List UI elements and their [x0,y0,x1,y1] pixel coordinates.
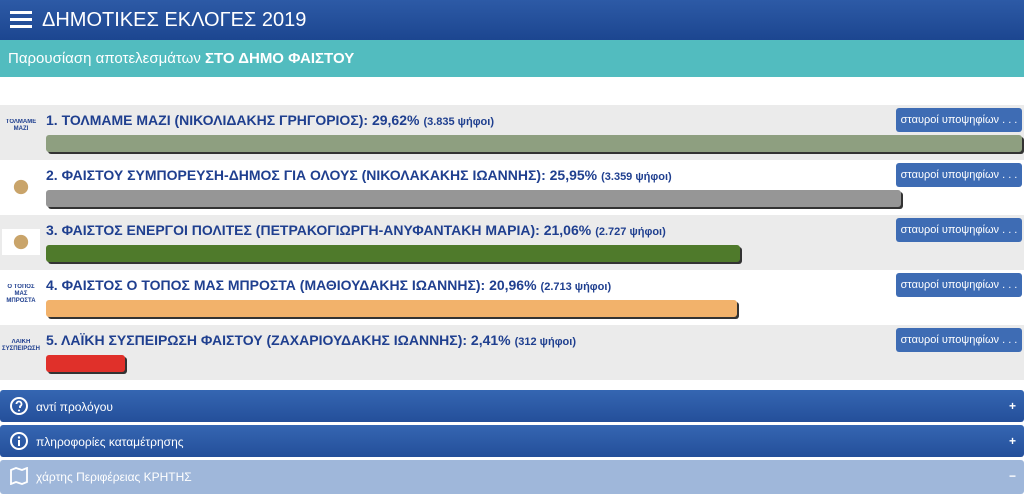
party-bar [46,190,902,207]
party-percent: 25,95% [549,167,598,183]
party-votes: (3.359 ψήφοι) [601,171,672,183]
party-row: ΛΑΪΚΗ ΣΥΣΠΕΙΡΩΣΗ 5. ΛΑΪΚΗ ΣΥΣΠΕΙΡΩΣΗ ΦΑΙΣ… [0,325,1024,380]
party-votes: (2.727 ψήφοι) [595,226,666,238]
party-votes: (2.713 ψήφοι) [540,281,612,293]
header-title: ΔΗΜΟΤΙΚΕΣ ΕΚΛΟΓΕΣ 2019 [42,9,307,31]
party-bar [46,245,740,262]
party-name: 1. ΤΟΛΜΑΜΕ ΜΑΖΙ (ΝΙΚΟΛΙΔΑΚΗΣ ΓΡΗΓΟΡΙΟΣ): [46,112,369,128]
candidates-button[interactable]: σταυροί υποψηφίων . . . [896,163,1022,187]
candidates-button[interactable]: σταυροί υποψηφίων . . . [896,273,1022,297]
party-bar [46,355,126,372]
party-name: 5. ΛΑΪΚΗ ΣΥΣΠΕΙΡΩΣΗ ΦΑΙΣΤΟΥ (ΖΑΧΑΡΙΟΥΔΑΚ… [46,332,468,348]
candidates-button[interactable]: σταυροί υποψηφίων . . . [896,328,1022,352]
party-bar [46,300,737,317]
party-row: 3. ΦΑΙΣΤΟΣ ΕΝΕΡΓΟΙ ΠΟΛΙΤΕΣ (ΠΕΤΡΑΚΟΓΙΩΡΓ… [0,215,1024,270]
accordion-toggle[interactable]: + [1008,399,1016,413]
accordion-toggle[interactable]: − [1008,469,1016,483]
party-percent: 20,96% [489,277,537,293]
party-name: 4. ΦΑΙΣΤΟΣ Ο ΤΟΠΟΣ ΜΑΣ ΜΠΡΟΣΤΑ (ΜΑΘΙΟΥΔΑ… [46,277,486,293]
logo-text: ΛΑΪΚΗ ΣΥΣΠΕΙΡΩΣΗ [2,339,40,352]
header: ΔΗΜΟΤΙΚΕΣ ΕΚΛΟΓΕΣ 2019 [0,0,1024,40]
candidates-button[interactable]: σταυροί υποψηφίων . . . [896,108,1022,132]
logo-text: ΤΟΛΜΑΜΕ ΜΑΖΙ [5,119,37,132]
party-bar [46,135,1022,152]
party-title: 1. ΤΟΛΜΑΜΕ ΜΑΖΙ (ΝΙΚΟΛΙΔΑΚΗΣ ΓΡΗΓΟΡΙΟΣ):… [46,112,494,128]
party-name: 3. ΦΑΙΣΤΟΣ ΕΝΕΡΓΟΙ ΠΟΛΙΤΕΣ (ΠΕΤΡΑΚΟΓΙΩΡΓ… [46,222,540,238]
accordion[interactable]: χάρτης Περιφέρειας ΚΡΗΤΗΣ − [0,460,1024,494]
party-logo: ΛΑΪΚΗ ΣΥΣΠΕΙΡΩΣΗ [2,339,40,365]
party-title: 3. ΦΑΙΣΤΟΣ ΕΝΕΡΓΟΙ ΠΟΛΙΤΕΣ (ΠΕΤΡΑΚΟΓΙΩΡΓ… [46,222,666,238]
accordion-label: πληροφορίες καταμέτρησης [36,435,184,449]
subheader-bold: ΣΤΟ ΔΗΜΟ ΦΑΙΣΤΟΥ [205,50,355,67]
party-logo: Ο ΤΟΠΟΣ ΜΑΣ ΜΠΡΟΣΤΑ [2,284,40,310]
accordion-icon [10,467,28,485]
party-votes: (312 ψήφοι) [514,336,576,348]
party-percent: 21,06% [543,222,592,238]
party-votes: (3.835 ψήφοι) [423,116,494,128]
party-percent: 2,41% [470,332,511,348]
accordion-icon [10,432,28,450]
party-title: 2. ΦΑΙΣΤΟΥ ΣΥΜΠΟΡΕΥΣΗ-ΔΗΜΟΣ ΓΙΑ ΟΛΟΥΣ (Ν… [46,167,672,183]
menu-icon[interactable] [10,11,32,29]
subheader: Παρουσίαση αποτελεσμάτων ΣΤΟ ΔΗΜΟ ΦΑΙΣΤΟ… [0,40,1024,77]
party-percent: 29,62% [371,112,420,128]
party-row: ΤΟΛΜΑΜΕ ΜΑΖΙ 1. ΤΟΛΜΑΜΕ ΜΑΖΙ (ΝΙΚΟΛΙΔΑΚΗΣ… [0,105,1024,160]
party-logo [2,229,40,255]
accordion-toggle[interactable]: + [1008,434,1016,448]
accordion-label: χάρτης Περιφέρειας ΚΡΗΤΗΣ [36,470,192,484]
subheader-text: Παρουσίαση αποτελεσμάτων [8,50,201,67]
party-name: 2. ΦΑΙΣΤΟΥ ΣΥΜΠΟΡΕΥΣΗ-ΔΗΜΟΣ ΓΙΑ ΟΛΟΥΣ (Ν… [46,167,546,183]
party-title: 5. ΛΑΪΚΗ ΣΥΣΠΕΙΡΩΣΗ ΦΑΙΣΤΟΥ (ΖΑΧΑΡΙΟΥΔΑΚ… [46,332,576,348]
party-title: 4. ΦΑΙΣΤΟΣ Ο ΤΟΠΟΣ ΜΑΣ ΜΠΡΟΣΤΑ (ΜΑΘΙΟΥΔΑ… [46,277,611,293]
accordion-icon [10,397,28,415]
accordion[interactable]: πληροφορίες καταμέτρησης + [0,425,1024,457]
candidates-button[interactable]: σταυροί υποψηφίων . . . [896,218,1022,242]
accordion[interactable]: αντί προλόγου + [0,390,1024,422]
party-logo [2,174,40,200]
party-row: 2. ΦΑΙΣΤΟΥ ΣΥΜΠΟΡΕΥΣΗ-ΔΗΜΟΣ ΓΙΑ ΟΛΟΥΣ (Ν… [0,160,1024,215]
party-logo: ΤΟΛΜΑΜΕ ΜΑΖΙ [2,119,40,145]
accordion-label: αντί προλόγου [36,400,113,414]
logo-text: Ο ΤΟΠΟΣ ΜΑΣ ΜΠΡΟΣΤΑ [6,284,36,304]
party-row: Ο ΤΟΠΟΣ ΜΑΣ ΜΠΡΟΣΤΑ 4. ΦΑΙΣΤΟΣ Ο ΤΟΠΟΣ ΜΑ… [0,270,1024,325]
